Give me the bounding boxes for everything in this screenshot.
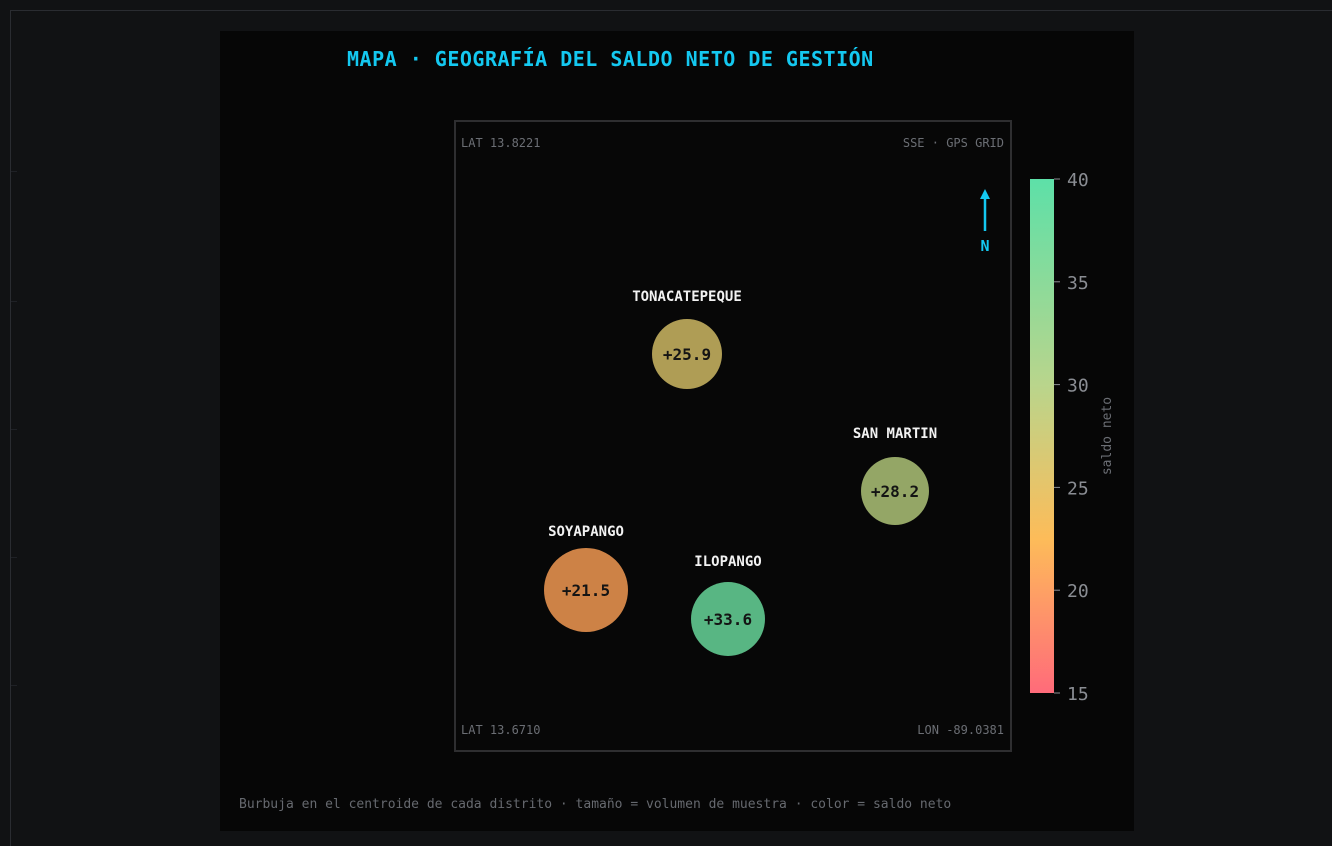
corner-bottom-left-label: LAT 13.6710 — [461, 723, 541, 737]
bubble-layer: TONACATEPEQUE +25.9 SAN MARTIN +28.2 SOYAPAN… — [544, 289, 937, 656]
bubble-circle — [544, 548, 628, 632]
district-name-label: SOYAPANGO — [548, 524, 624, 540]
panel-title: MAPA · GEOGRAFÍA DEL SALDO NETO DE GESTI… — [347, 47, 874, 71]
colorbar-tick-label: 20 — [1067, 581, 1089, 602]
north-arrow-icon: N — [980, 189, 990, 255]
map-chart-svg: N TONACATEPEQUE +25.9 SAN MARTIN +28.2 SOYAP… — [544, 170, 1115, 705]
north-arrow-head — [980, 189, 990, 199]
corner-top-right-label: SSE · GPS GRID — [902, 136, 1004, 150]
colorbar-tick-label: 40 — [1067, 170, 1089, 191]
colorbar-tick-label: 35 — [1067, 273, 1089, 294]
edge-tick — [11, 301, 17, 302]
bubble-circle — [861, 457, 929, 525]
edge-tick — [11, 685, 17, 686]
district-name-label: SAN MARTIN — [853, 426, 937, 442]
colorbar-axis-label: saldo neto — [1100, 397, 1115, 475]
map-panel: MAPA · GEOGRAFÍA DEL SALDO NETO DE GESTI… — [220, 31, 1134, 831]
district-name-label: TONACATEPEQUE — [632, 289, 742, 305]
edge-tick — [11, 429, 17, 430]
edge-tick — [11, 171, 17, 172]
corner-top-left-label: LAT 13.8221 — [461, 136, 541, 150]
corner-bottom-right-label: LON -89.0381 — [917, 723, 1004, 737]
district-name-label: ILOPANGO — [694, 554, 761, 570]
district-bubble[interactable]: SAN MARTIN +28.2 — [853, 426, 937, 525]
bubble-circle — [691, 582, 765, 656]
district-bubble[interactable]: TONACATEPEQUE +25.9 — [632, 289, 742, 389]
colorbar-tick-label: 25 — [1067, 478, 1089, 499]
edge-tick — [11, 557, 17, 558]
colorbar: 40 35 30 25 20 15 saldo neto — [1030, 170, 1115, 705]
bubble-value-label: +33.6 — [704, 610, 752, 629]
colorbar-bar — [1030, 179, 1054, 693]
bubble-value-label: +25.9 — [663, 345, 711, 364]
colorbar-tick-label: 30 — [1067, 376, 1089, 397]
bubble-circle — [652, 319, 722, 389]
colorbar-tick-label: 15 — [1067, 684, 1089, 705]
district-bubble[interactable]: ILOPANGO +33.6 — [691, 554, 765, 656]
bubble-value-label: +28.2 — [871, 482, 919, 501]
district-bubble[interactable]: SOYAPANGO +21.5 — [544, 524, 628, 632]
bubble-value-label: +21.5 — [562, 581, 610, 600]
footer-note: Burbuja en el centroide de cada distrito… — [239, 797, 952, 812]
north-label: N — [980, 237, 989, 255]
